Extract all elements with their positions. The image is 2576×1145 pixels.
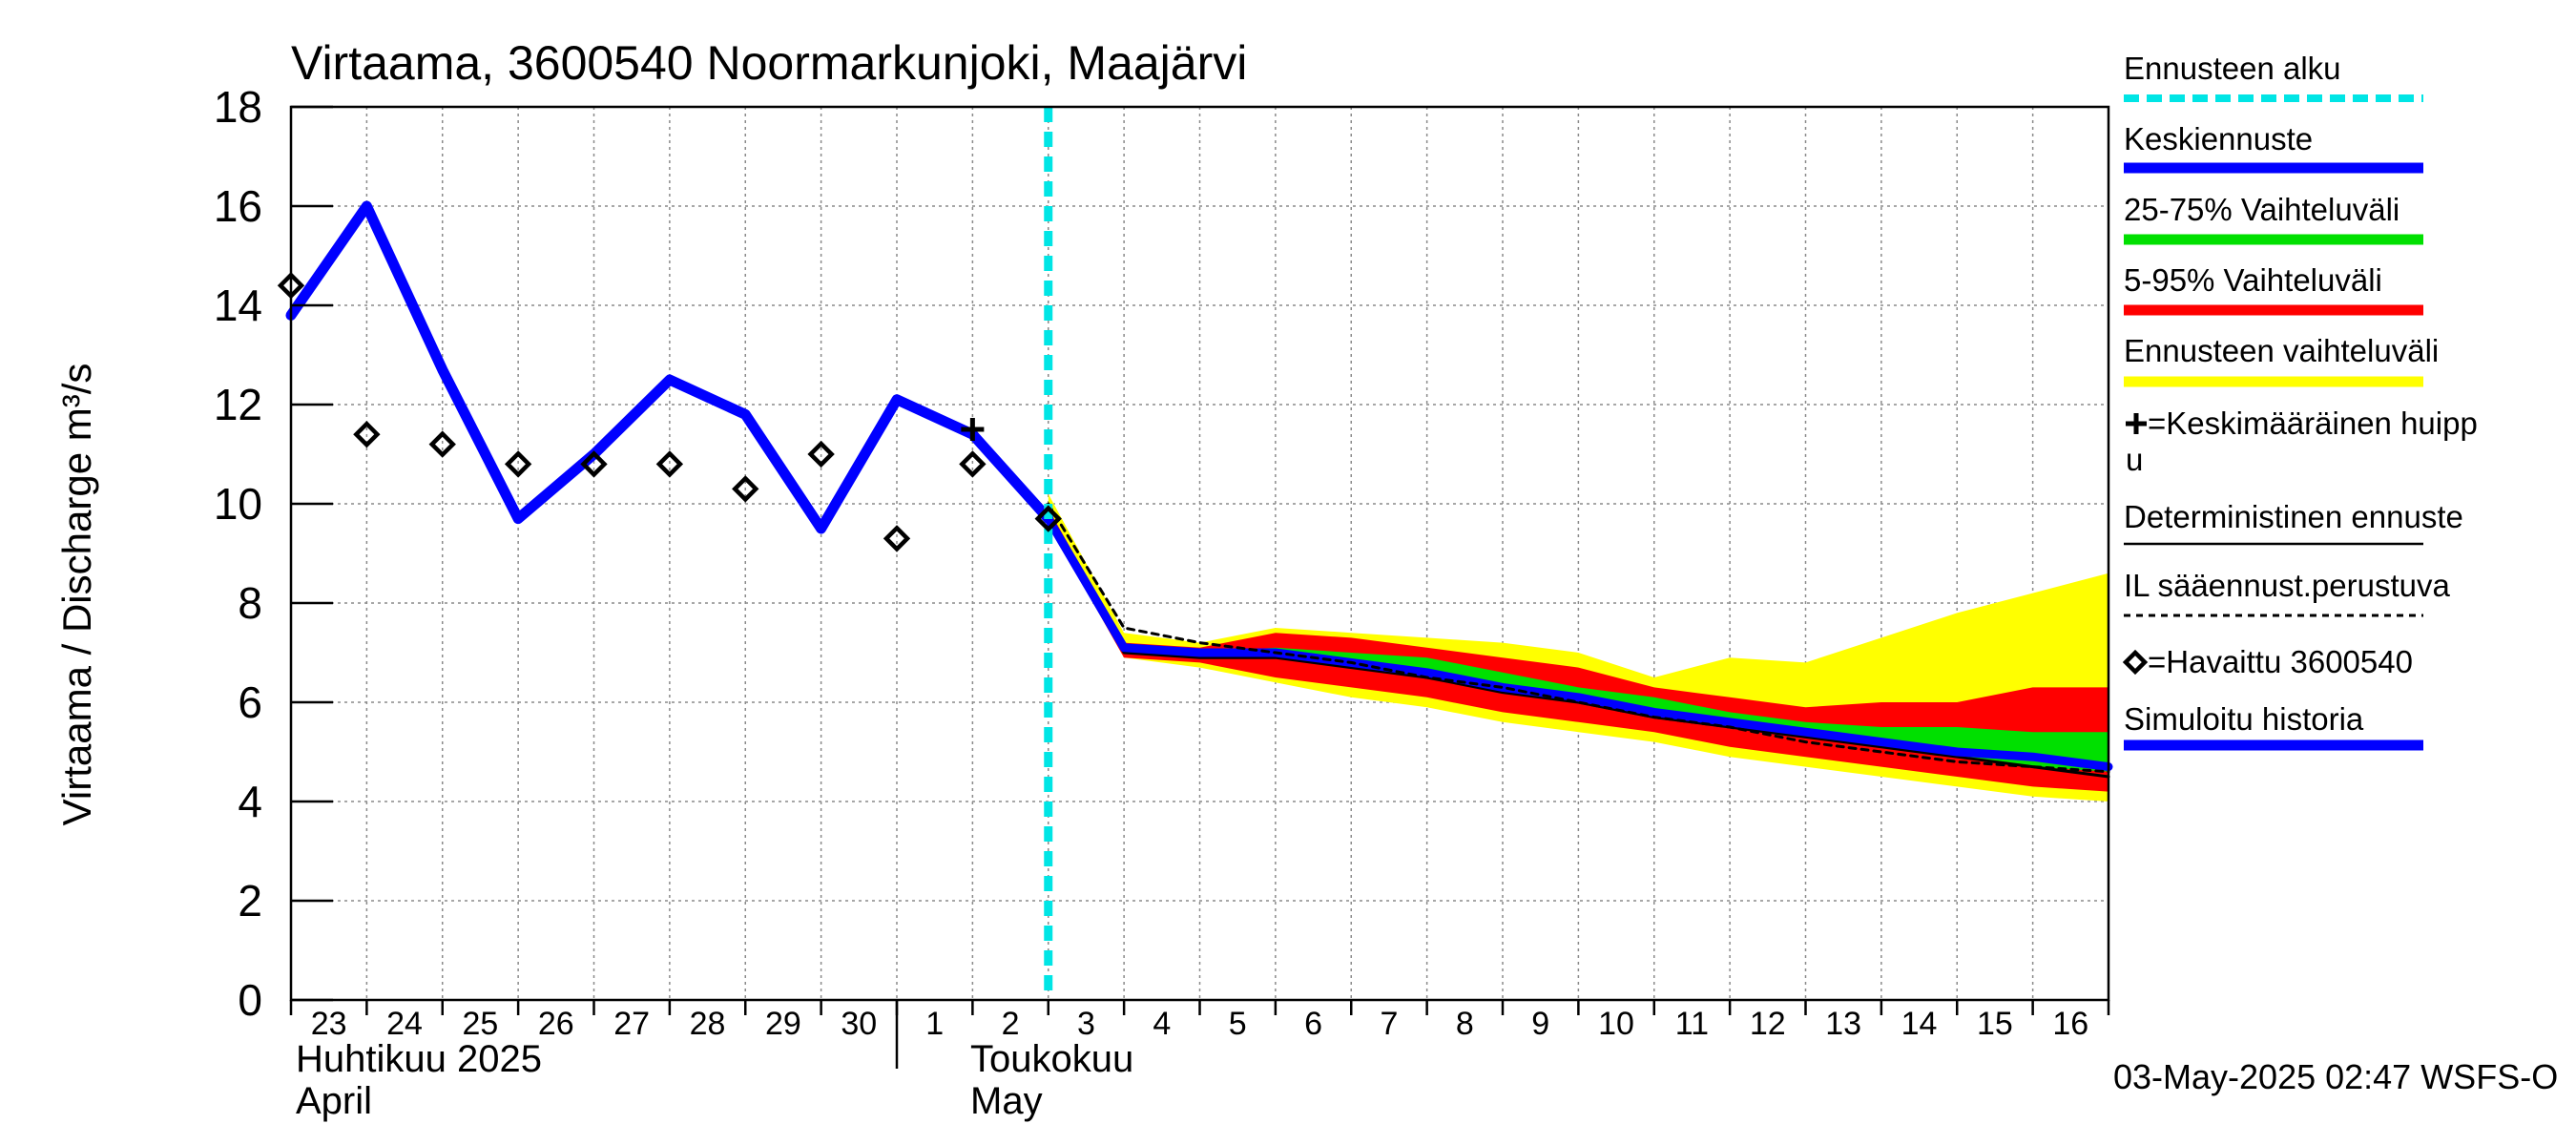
x-tick-label: 25 (463, 1006, 499, 1042)
x-tick-label: 26 (538, 1006, 574, 1042)
legend-label: 5-95% Vaihteluväli (2124, 262, 2382, 298)
y-tick-label: 16 (214, 181, 262, 231)
observed-point (504, 450, 532, 478)
chart-title: Virtaama, 3600540 Noormarkunjoki, Maajär… (291, 36, 1247, 90)
y-tick-label: 8 (238, 578, 262, 628)
x-tick-label: 24 (386, 1006, 423, 1042)
series-lines (277, 107, 2113, 1000)
x-tick-label: 5 (1229, 1006, 1247, 1042)
legend-label: Ennusteen alku (2124, 51, 2341, 86)
legend-label-observed: =Havaittu 3600540 (2148, 644, 2413, 679)
y-tick-label: 14 (214, 281, 262, 330)
x-tick-label: 8 (1456, 1006, 1474, 1042)
legend-label: Ennusteen vaihteluväli (2124, 333, 2439, 368)
x-tick-label: 3 (1077, 1006, 1095, 1042)
observed-point (883, 525, 911, 552)
x-tick-label: 2 (1002, 1006, 1020, 1042)
mean-peak-marker (961, 418, 985, 441)
x-tick-label: 11 (1675, 1006, 1709, 1042)
forecast-bands (1048, 493, 2109, 802)
x-tick-label: 30 (841, 1006, 877, 1042)
observed-point (732, 475, 759, 503)
legend-label: Simuloitu historia (2124, 701, 2364, 737)
legend-label: IL sääennust.perustuva (2124, 568, 2450, 603)
x-tick-label: 7 (1380, 1006, 1398, 1042)
simulated-history-line (285, 200, 1054, 534)
band-25-75 (1048, 513, 2109, 772)
y-axis-label: Virtaama / Discharge m³/s (54, 364, 99, 826)
observed-point (959, 450, 987, 478)
observed-point (428, 430, 456, 458)
legend-label: 25-75% Vaihteluväli (2124, 192, 2399, 227)
month-label-fi-may: Toukokuu (970, 1038, 1133, 1080)
y-tick-label: 2 (238, 876, 262, 926)
legend: Ennusteen alku Keskiennuste 25-75% Vaihtel… (2122, 51, 2478, 751)
x-tick-label: 28 (690, 1006, 726, 1042)
timestamp: 03-May-2025 02:47 WSFS-O (2113, 1057, 2558, 1096)
observed-icon (2122, 649, 2149, 676)
y-tick-label: 0 (238, 975, 262, 1025)
x-tick-label: 14 (1901, 1006, 1938, 1042)
il-forecast-line (1047, 502, 2110, 774)
x-tick-label: 29 (765, 1006, 801, 1042)
mean-peak-icon (2126, 413, 2147, 434)
legend-label-mean-peak-wrap: u (2126, 442, 2143, 477)
x-tick-label: 9 (1531, 1006, 1549, 1042)
x-tick-label: 12 (1750, 1006, 1786, 1042)
deterministic-forecast-line (1047, 517, 2110, 779)
grid (291, 107, 2109, 1000)
y-tick-label: 6 (238, 677, 262, 727)
y-tick-label: 18 (214, 82, 262, 132)
x-tick-label: 15 (1977, 1006, 2013, 1042)
median-forecast-line (1044, 514, 2113, 772)
x-tick-label: 13 (1825, 1006, 1861, 1042)
legend-label: Deterministinen ennuste (2124, 499, 2463, 534)
month-label-fi-april: Huhtikuu 2025 (296, 1038, 542, 1080)
x-tick-label: 6 (1304, 1006, 1322, 1042)
y-tick-label: 4 (238, 777, 262, 826)
month-label-en-may: May (970, 1080, 1043, 1122)
observed-point (807, 440, 835, 468)
x-tick-label: 27 (613, 1006, 650, 1042)
x-tick-label: 1 (925, 1006, 944, 1042)
y-tick-label: 12 (214, 380, 262, 429)
observed-point (353, 421, 381, 448)
x-tick-label: 4 (1153, 1006, 1171, 1042)
y-tick-label: 10 (214, 479, 262, 529)
observed-point (655, 450, 684, 478)
band-5-95 (1048, 509, 2109, 792)
legend-label: Keskiennuste (2124, 121, 2313, 156)
observed-point (580, 450, 608, 478)
x-tick-label: 10 (1598, 1006, 1634, 1042)
legend-label-mean-peak: =Keskimääräinen huipp (2148, 406, 2478, 441)
month-label-en-april: April (296, 1080, 372, 1122)
x-tick-label: 16 (2052, 1006, 2088, 1042)
x-tick-label: 23 (311, 1006, 347, 1042)
observed-point (1034, 505, 1062, 532)
